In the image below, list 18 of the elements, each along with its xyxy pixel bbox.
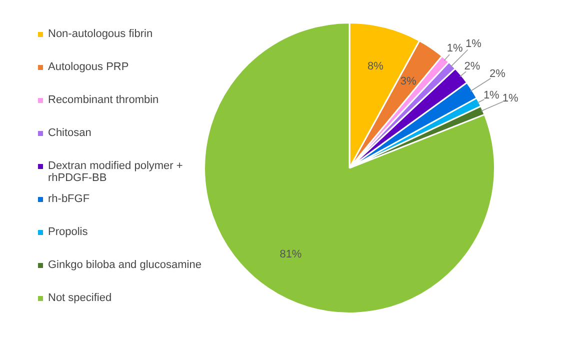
data-label: 2% xyxy=(464,60,480,73)
data-label: 8% xyxy=(368,60,384,73)
data-label: 81% xyxy=(280,248,302,261)
legend-label: Recombinant thrombin xyxy=(48,94,159,106)
data-label: 3% xyxy=(400,76,416,88)
legend-label: Dextran modified polymer + rhPDGF-BB xyxy=(48,160,184,184)
legend-label: Non-autologous fibrin xyxy=(48,28,153,40)
legend-label: rh-bFGF xyxy=(48,193,90,205)
data-label: 1% xyxy=(483,90,500,102)
data-label: 1% xyxy=(446,42,463,55)
legend-label: Ginkgo biloba and glucosamine xyxy=(48,259,202,271)
data-label: 1% xyxy=(502,92,518,104)
legend-label: Propolis xyxy=(48,226,88,238)
data-label: 2% xyxy=(490,68,506,80)
legend-label: Not specified xyxy=(48,292,112,304)
data-label: 1% xyxy=(465,38,482,50)
legend-label: Chitosan xyxy=(48,127,92,139)
legend-label: Autologous PRP xyxy=(48,61,129,73)
